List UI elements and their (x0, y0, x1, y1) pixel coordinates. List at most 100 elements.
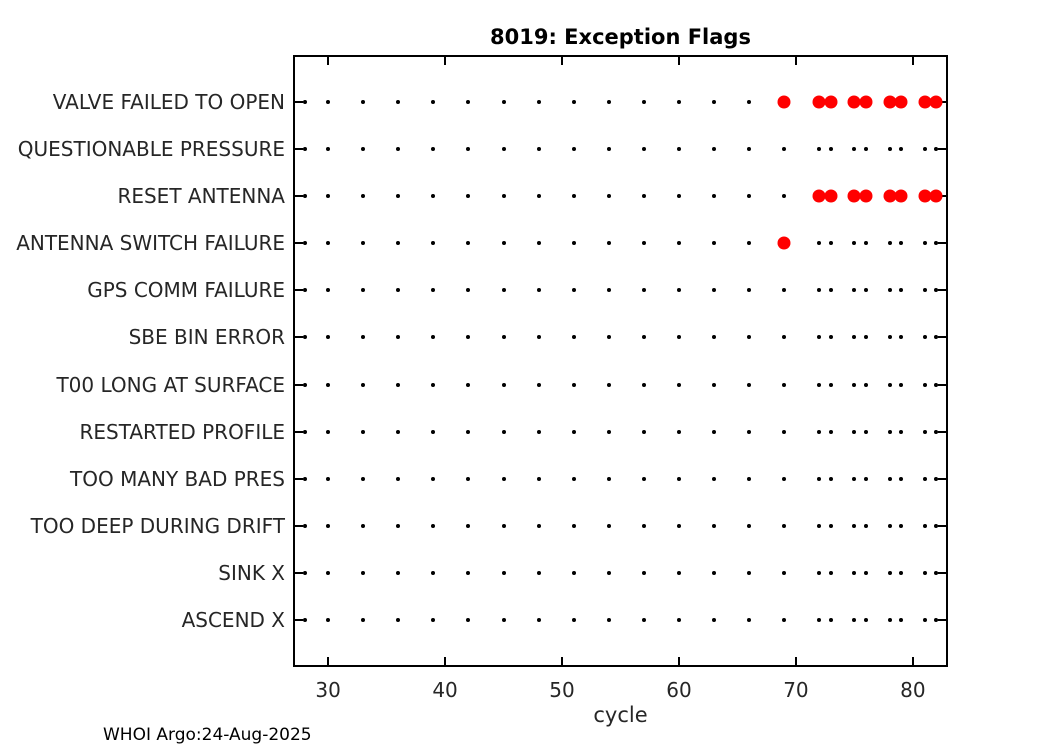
cycle-dot (782, 288, 787, 293)
cycle-dot (712, 382, 717, 387)
cycle-dot (747, 382, 752, 387)
cycle-dot (817, 617, 822, 622)
cycle-dot (606, 100, 611, 105)
cycle-dot (676, 335, 681, 340)
y-axis-label: QUESTIONABLE PRESSURE (17, 137, 285, 162)
cycle-dot (302, 194, 307, 199)
cycle-dot (302, 241, 307, 246)
cycle-dot (922, 476, 927, 481)
cycle-dot (431, 523, 436, 528)
x-axis-tick-label: 40 (432, 678, 458, 702)
x-axis-tick-label: 70 (783, 678, 809, 702)
cycle-dot (922, 523, 927, 528)
cycle-dot (431, 382, 436, 387)
cycle-dot (302, 617, 307, 622)
cycle-dot (712, 194, 717, 199)
cycle-dot (747, 241, 752, 246)
cycle-dot (852, 382, 857, 387)
exception-dot (824, 95, 838, 109)
cycle-dot (852, 335, 857, 340)
y-tick-left (295, 383, 303, 386)
chart-title: 8019: Exception Flags (490, 25, 751, 49)
exception-dot (918, 95, 932, 109)
cycle-dot (536, 382, 541, 387)
cycle-dot (712, 288, 717, 293)
cycle-dot (326, 382, 331, 387)
cycle-dot (922, 241, 927, 246)
exception-dot (894, 95, 908, 109)
cycle-dot (466, 570, 471, 575)
cycle-dot (606, 335, 611, 340)
cycle-dot (326, 100, 331, 105)
cycle-dot (466, 429, 471, 434)
cycle-dot (536, 617, 541, 622)
cycle-dot (922, 429, 927, 434)
x-tick-bottom (444, 657, 447, 665)
cycle-dot (887, 241, 892, 246)
cycle-dot (829, 241, 834, 246)
cycle-dot (606, 523, 611, 528)
exception-dot (847, 95, 861, 109)
cycle-dot (887, 523, 892, 528)
cycle-dot (606, 476, 611, 481)
cycle-dot (361, 382, 366, 387)
y-tick-right (938, 430, 946, 433)
cycle-dot (326, 194, 331, 199)
cycle-dot (571, 194, 576, 199)
cycle-dot (571, 476, 576, 481)
cycle-dot (326, 476, 331, 481)
exception-dot (847, 189, 861, 203)
cycle-dot (396, 617, 401, 622)
x-tick-top (444, 57, 447, 65)
cycle-dot (782, 476, 787, 481)
cycle-dot (934, 523, 939, 528)
x-tick-bottom (561, 657, 564, 665)
cycle-dot (747, 570, 752, 575)
cycle-dot (887, 570, 892, 575)
cycle-dot (396, 335, 401, 340)
y-tick-right (938, 289, 946, 292)
cycle-dot (852, 288, 857, 293)
y-tick-left (295, 289, 303, 292)
y-axis-label: SINK X (218, 560, 285, 585)
cycle-dot (302, 429, 307, 434)
y-axis-label: GPS COMM FAILURE (87, 278, 285, 303)
cycle-dot (641, 335, 646, 340)
cycle-dot (712, 241, 717, 246)
cycle-dot (302, 288, 307, 293)
cycle-dot (887, 617, 892, 622)
cycle-dot (571, 429, 576, 434)
cycle-dot (887, 288, 892, 293)
cycle-dot (712, 335, 717, 340)
y-tick-left (295, 336, 303, 339)
cycle-dot (864, 570, 869, 575)
cycle-dot (501, 241, 506, 246)
y-tick-right (938, 477, 946, 480)
cycle-dot (887, 382, 892, 387)
cycle-dot (747, 147, 752, 152)
cycle-dot (466, 335, 471, 340)
cycle-dot (466, 241, 471, 246)
cycle-dot (899, 617, 904, 622)
cycle-dot (361, 194, 366, 199)
y-tick-right (938, 618, 946, 621)
cycle-dot (466, 382, 471, 387)
exception-dot (777, 95, 791, 109)
cycle-dot (606, 617, 611, 622)
cycle-dot (782, 617, 787, 622)
cycle-dot (641, 617, 646, 622)
cycle-dot (899, 335, 904, 340)
cycle-dot (934, 617, 939, 622)
cycle-dot (536, 194, 541, 199)
cycle-dot (326, 335, 331, 340)
cycle-dot (466, 194, 471, 199)
y-axis-label: SBE BIN ERROR (128, 325, 285, 350)
cycle-dot (501, 617, 506, 622)
cycle-dot (676, 429, 681, 434)
y-tick-right (938, 571, 946, 574)
exception-dot (894, 189, 908, 203)
cycle-dot (712, 523, 717, 528)
x-axis-tick-label: 80 (900, 678, 926, 702)
x-tick-bottom (911, 657, 914, 665)
cycle-dot (676, 288, 681, 293)
